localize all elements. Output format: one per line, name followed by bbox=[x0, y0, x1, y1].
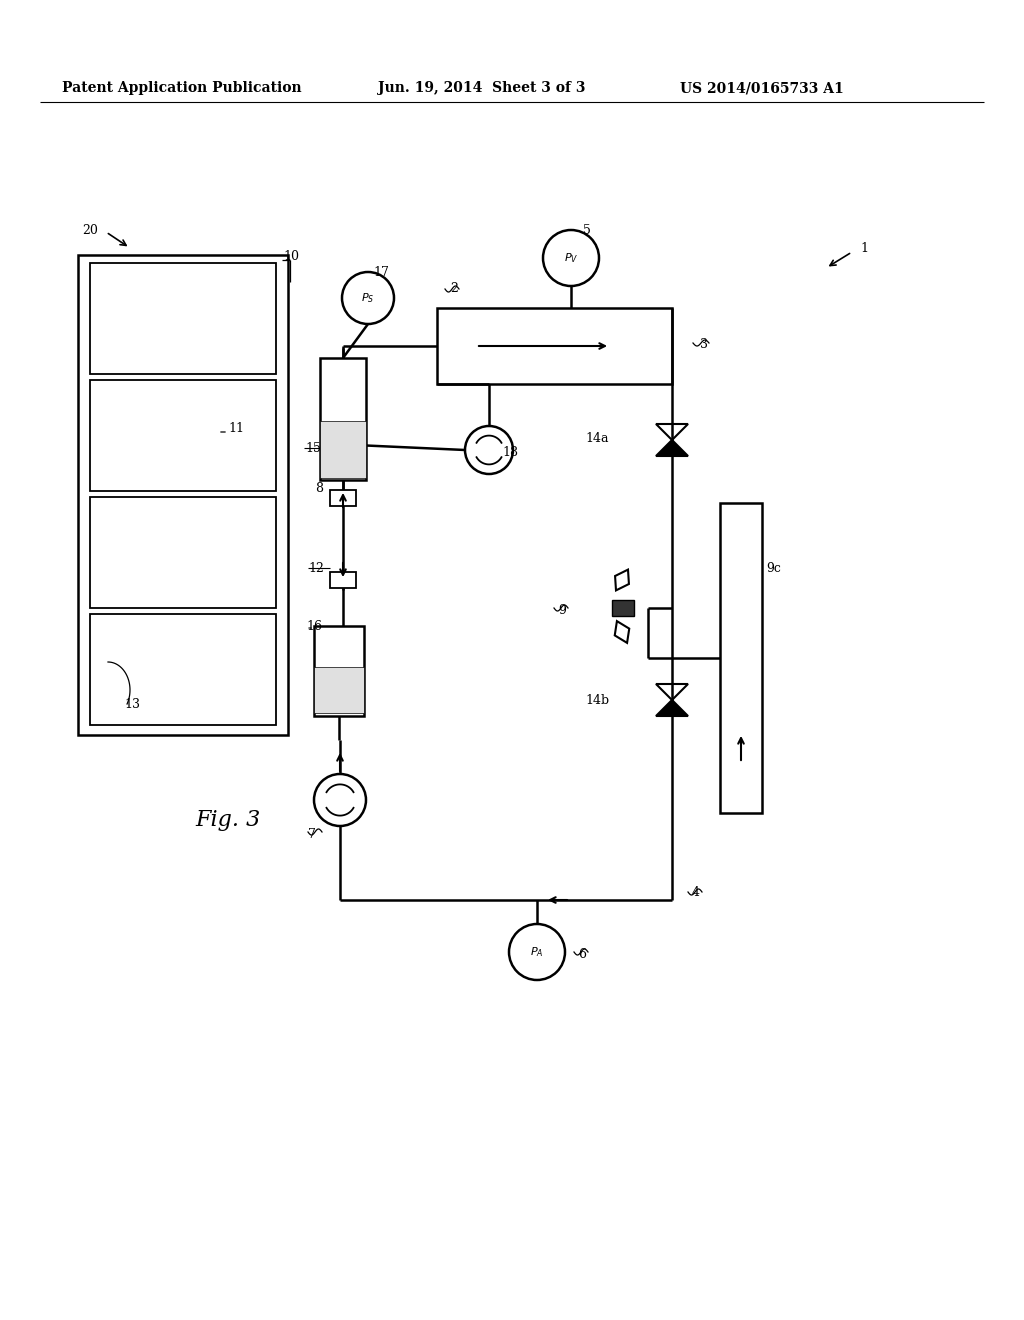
Text: $P_A$: $P_A$ bbox=[530, 945, 544, 958]
Bar bbox=[90, 498, 276, 609]
Text: 2: 2 bbox=[450, 282, 458, 296]
Circle shape bbox=[543, 230, 599, 286]
Bar bbox=[314, 667, 364, 713]
Text: US 2014/0165733 A1: US 2014/0165733 A1 bbox=[680, 81, 844, 95]
Text: 17: 17 bbox=[373, 265, 389, 279]
Bar bbox=[90, 380, 276, 491]
Text: Fig. 3: Fig. 3 bbox=[195, 809, 260, 832]
Text: 15: 15 bbox=[305, 441, 321, 454]
Circle shape bbox=[465, 426, 513, 474]
Text: $P_S$: $P_S$ bbox=[361, 292, 375, 305]
Circle shape bbox=[509, 924, 565, 979]
Text: 14a: 14a bbox=[585, 432, 608, 445]
Polygon shape bbox=[656, 440, 688, 455]
Text: 9c: 9c bbox=[766, 561, 781, 574]
Bar bbox=[314, 626, 364, 715]
Bar bbox=[319, 421, 366, 478]
Text: 14b: 14b bbox=[585, 693, 609, 706]
Text: 7: 7 bbox=[308, 828, 315, 841]
Text: 18: 18 bbox=[502, 446, 518, 458]
Text: 4: 4 bbox=[692, 886, 700, 899]
Bar bbox=[90, 263, 276, 374]
Text: Patent Application Publication: Patent Application Publication bbox=[62, 81, 302, 95]
Bar bbox=[90, 614, 276, 725]
Bar bbox=[612, 601, 634, 616]
Text: 8: 8 bbox=[315, 482, 323, 495]
Text: 12: 12 bbox=[308, 561, 324, 574]
Text: $P_V$: $P_V$ bbox=[564, 251, 579, 265]
Text: Jun. 19, 2014  Sheet 3 of 3: Jun. 19, 2014 Sheet 3 of 3 bbox=[378, 81, 586, 95]
Text: 9: 9 bbox=[558, 603, 566, 616]
Text: 20: 20 bbox=[82, 223, 98, 236]
Text: 1: 1 bbox=[860, 242, 868, 255]
Bar bbox=[330, 490, 356, 506]
Text: 11: 11 bbox=[228, 421, 244, 434]
Bar bbox=[78, 255, 288, 735]
Circle shape bbox=[314, 774, 366, 826]
Text: 6: 6 bbox=[578, 949, 586, 961]
Bar bbox=[319, 358, 366, 480]
Text: 5: 5 bbox=[583, 224, 591, 238]
Text: 13: 13 bbox=[124, 697, 140, 710]
Text: 16: 16 bbox=[306, 619, 322, 632]
Bar bbox=[330, 572, 356, 587]
Bar bbox=[720, 503, 762, 813]
Bar bbox=[437, 308, 672, 384]
Text: 3: 3 bbox=[700, 338, 708, 351]
Polygon shape bbox=[656, 700, 688, 715]
Circle shape bbox=[342, 272, 394, 323]
Text: 10: 10 bbox=[283, 249, 299, 263]
